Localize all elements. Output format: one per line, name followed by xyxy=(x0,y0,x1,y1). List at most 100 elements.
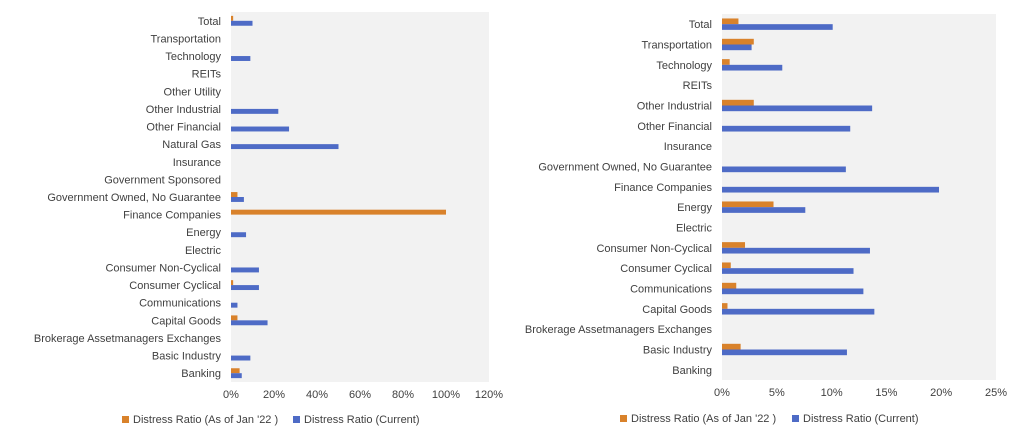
right-bar-current xyxy=(722,268,854,274)
right-x-tick-label: 5% xyxy=(769,387,785,399)
left-bar-current xyxy=(231,285,259,291)
left-category-label: Banking xyxy=(181,368,221,380)
left-legend-label: Distress Ratio (As of Jan '22 ) xyxy=(133,414,278,426)
right-x-tick-label: 25% xyxy=(985,387,1007,399)
left-category-label: REITs xyxy=(192,69,222,81)
right-category-label: Other Industrial xyxy=(637,101,712,113)
left-bar-current xyxy=(231,267,259,273)
left-category-label: Electric xyxy=(185,245,222,257)
left-category-label: Technology xyxy=(165,51,221,63)
left-bar-current xyxy=(231,144,339,150)
right-bar-jan22 xyxy=(722,343,741,350)
right-plot-area xyxy=(722,14,996,380)
right-x-tick-label: 15% xyxy=(875,387,897,399)
right-bar-jan22 xyxy=(722,242,746,248)
left-bar-current xyxy=(231,320,268,326)
left-category-label: Communications xyxy=(139,298,221,310)
left-bar-current xyxy=(231,373,242,379)
left-bar-jan22 xyxy=(231,368,240,374)
left-bar-current xyxy=(231,302,238,308)
right-bar-jan22 xyxy=(722,262,731,269)
left-category-label: Total xyxy=(198,16,221,28)
left-x-tick-label: 100% xyxy=(432,389,460,401)
chart-left: Total Transportation Technology REITs Other … xyxy=(0,0,512,438)
left-category-label: Government Owned, No Guarantee xyxy=(47,192,221,204)
left-category-label: Other Utility xyxy=(164,86,222,98)
right-category-label: Communications xyxy=(630,284,712,296)
left-category-label: Finance Companies xyxy=(123,210,221,222)
right-category-label: REITs xyxy=(683,80,713,92)
left-x-tick-label: 60% xyxy=(349,389,371,401)
left-legend-label: Distress Ratio (Current) xyxy=(304,414,420,426)
right-bar-current xyxy=(722,24,833,30)
right-bar-jan22 xyxy=(722,201,774,208)
right-category-label: Insurance xyxy=(664,141,712,153)
chart-left-svg: Total Transportation Technology REITs Other … xyxy=(34,12,503,426)
left-bar-jan22 xyxy=(231,315,238,321)
right-legend-swatch xyxy=(792,415,799,422)
left-category-label: Basic Industry xyxy=(152,351,222,363)
left-x-tick-label: 0% xyxy=(223,389,239,401)
left-bar-current xyxy=(231,197,244,202)
left-bar-current xyxy=(231,108,279,114)
right-x-tick-label: 10% xyxy=(821,387,843,399)
left-category-label: Natural Gas xyxy=(162,139,221,151)
left-bar-jan22 xyxy=(231,192,238,197)
left-bar-jan22 xyxy=(231,280,234,286)
right-bar-jan22 xyxy=(722,99,754,106)
right-bar-jan22 xyxy=(722,282,737,289)
right-category-label: Total xyxy=(689,19,712,31)
left-category-label: Energy xyxy=(186,227,221,239)
left-category-label: Consumer Non-Cyclical xyxy=(105,262,221,274)
right-bar-current xyxy=(722,44,752,51)
left-legend-swatch xyxy=(122,416,129,423)
left-bar-current xyxy=(231,126,290,132)
left-x-tick-label: 120% xyxy=(475,389,503,401)
right-category-label: Banking xyxy=(672,365,712,377)
right-x-tick-label: 20% xyxy=(930,387,952,399)
right-bar-current xyxy=(722,207,806,213)
left-category-label: Insurance xyxy=(173,157,221,169)
left-category-label: Other Industrial xyxy=(146,104,221,116)
right-category-label: Transportation xyxy=(641,40,712,52)
right-bar-current xyxy=(722,308,875,315)
right-bar-jan22 xyxy=(722,59,730,65)
right-bar-current xyxy=(722,64,783,71)
right-category-label: Government Owned, No Guarantee xyxy=(538,162,712,174)
right-category-label: Electric xyxy=(676,223,713,235)
right-bar-jan22 xyxy=(722,18,739,25)
right-legend-label: Distress Ratio (As of Jan '22 ) xyxy=(631,413,776,425)
left-category-label: Capital Goods xyxy=(151,315,221,327)
right-x-tick-label: 0% xyxy=(714,387,730,399)
right-bar-jan22 xyxy=(722,303,728,309)
left-legend-swatch xyxy=(293,416,300,423)
right-bar-current xyxy=(722,349,847,356)
right-category-label: Consumer Cyclical xyxy=(620,263,712,275)
left-category-label: Transportation xyxy=(150,33,221,45)
right-category-label: Capital Goods xyxy=(642,304,712,316)
right-bar-current xyxy=(722,186,940,193)
left-x-tick-label: 80% xyxy=(392,389,414,401)
chart-right-svg: Total Transportation Technology REITs Other … xyxy=(525,14,1007,425)
chart-right: Total Transportation Technology REITs Other … xyxy=(512,0,1024,438)
right-category-label: Brokerage Assetmanagers Exchanges xyxy=(525,324,713,336)
right-category-label: Technology xyxy=(656,60,712,72)
left-x-tick-label: 40% xyxy=(306,389,328,401)
right-legend-label: Distress Ratio (Current) xyxy=(803,413,919,425)
right-bar-current xyxy=(722,166,846,173)
left-bar-current xyxy=(231,355,251,361)
left-bar-jan22 xyxy=(231,15,234,21)
left-bar-jan22 xyxy=(231,209,446,215)
right-category-label: Energy xyxy=(677,202,712,214)
left-category-label: Government Sponsored xyxy=(104,174,221,186)
left-bar-current xyxy=(231,20,253,26)
right-bar-current xyxy=(722,288,864,295)
right-bar-current xyxy=(722,105,873,112)
left-bar-current xyxy=(231,232,247,238)
right-bar-current xyxy=(722,125,851,132)
left-category-label: Brokerage Assetmanagers Exchanges xyxy=(34,333,222,345)
right-bar-jan22 xyxy=(722,38,754,45)
right-category-label: Basic Industry xyxy=(643,345,713,357)
left-x-tick-label: 20% xyxy=(263,389,285,401)
left-plot-area xyxy=(231,12,489,382)
